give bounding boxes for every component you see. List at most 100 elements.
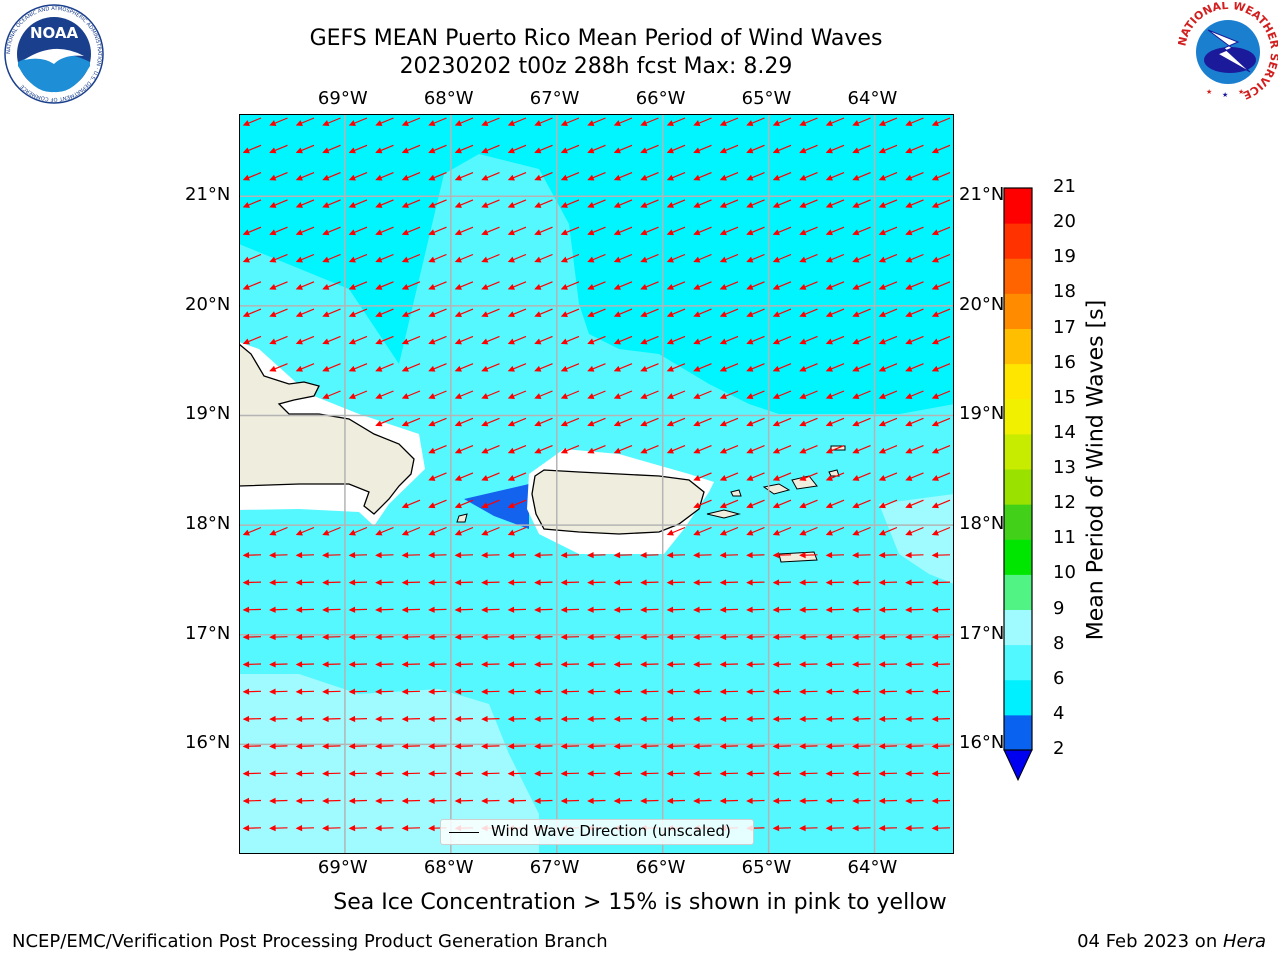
wind-arrow-head-404 bbox=[719, 552, 727, 559]
wind-arrow-head-14 bbox=[613, 120, 621, 126]
wind-arrow-head-602 bbox=[242, 770, 250, 777]
wind-arrow-head-387 bbox=[269, 552, 276, 559]
wind-arrow-head-572 bbox=[878, 715, 886, 723]
wind-arrow-head-333 bbox=[905, 447, 913, 454]
wind-arrow-head-220 bbox=[348, 338, 356, 345]
colorbar-tick-10: 15 bbox=[1053, 386, 1076, 408]
wind-arrow-head-244 bbox=[295, 365, 303, 372]
wind-arrow-head-115 bbox=[428, 229, 436, 236]
wind-arrow-head-89 bbox=[454, 202, 462, 208]
wind-arrow-head-542 bbox=[799, 688, 806, 695]
wind-arrow-head-618 bbox=[666, 770, 674, 777]
wind-arrow-head-473 bbox=[401, 633, 409, 641]
wind-arrow-head-482 bbox=[640, 633, 647, 641]
wind-arrow-head-158 bbox=[852, 256, 860, 263]
puerto-rico-land bbox=[531, 469, 705, 535]
wind-arrow-head-567 bbox=[746, 715, 753, 723]
wind-arrow-head-93 bbox=[560, 202, 568, 208]
wind-arrow-head-490 bbox=[852, 633, 859, 641]
wind-arrow-head-595 bbox=[772, 743, 780, 750]
wind-arrow-head-339 bbox=[693, 475, 701, 481]
wind-arrow-head-486 bbox=[746, 633, 753, 641]
wind-arrow-head-512 bbox=[719, 661, 727, 668]
wind-arrow-head-183 bbox=[799, 283, 807, 290]
wind-arrow-head-524 bbox=[322, 688, 329, 695]
wind-arrow-head-434 bbox=[799, 579, 806, 586]
wind-arrow-head-650 bbox=[799, 797, 806, 804]
wind-arrow-head-212 bbox=[852, 311, 860, 318]
wind-arrow-head-610 bbox=[454, 770, 462, 777]
wind-arrow-head-430 bbox=[693, 579, 700, 586]
wind-arrow-head-455 bbox=[640, 606, 647, 613]
wind-arrow-head-412 bbox=[931, 552, 939, 559]
wind-arrow-head-229 bbox=[587, 338, 595, 345]
wind-arrow-head-278 bbox=[560, 393, 568, 399]
wind-arrow-head-537 bbox=[666, 688, 674, 695]
wind-arrow-head-585 bbox=[507, 743, 515, 750]
wind-arrow-head-559 bbox=[534, 715, 541, 723]
wind-arrow-head-0 bbox=[242, 120, 250, 126]
wind-arrow-head-429 bbox=[666, 579, 674, 586]
wind-arrow-head-247 bbox=[375, 365, 383, 372]
wind-arrow-head-130 bbox=[825, 229, 833, 236]
wind-arrow-head-284 bbox=[719, 393, 727, 399]
wind-arrow-head-437 bbox=[878, 579, 886, 586]
wind-arrow-head-353 bbox=[507, 502, 515, 509]
wind-arrow-head-274 bbox=[454, 393, 462, 399]
wind-arrow-head-263 bbox=[799, 365, 807, 372]
wind-arrow-head-469 bbox=[295, 633, 303, 641]
wind-arrow-head-461 bbox=[799, 606, 806, 613]
wind-arrow-head-335 bbox=[428, 475, 436, 481]
wind-arrow-head-579 bbox=[348, 743, 356, 750]
wind-wave-arrows bbox=[242, 117, 951, 832]
wind-arrow-head-394 bbox=[454, 552, 462, 559]
wind-arrow-head-223 bbox=[428, 338, 436, 345]
wind-arrow-head-260 bbox=[719, 365, 727, 372]
wind-arrow-head-306 bbox=[719, 420, 727, 427]
wind-arrow-head-31 bbox=[348, 147, 356, 154]
wind-arrow-head-630 bbox=[269, 797, 276, 804]
wind-arrow-head-624 bbox=[825, 770, 833, 777]
wind-arrow-head-643 bbox=[613, 797, 621, 804]
wind-arrow-head-613 bbox=[534, 770, 541, 777]
wind-arrow-head-209 bbox=[772, 311, 780, 318]
wind-arrow-head-149 bbox=[613, 256, 621, 263]
wind-arrow-head-617 bbox=[640, 770, 647, 777]
wind-arrow-head-583 bbox=[454, 743, 462, 750]
wind-arrow-head-293 bbox=[375, 420, 383, 427]
wind-arrow-head-379 bbox=[772, 529, 780, 536]
colorbar-segment-9 bbox=[1004, 398, 1032, 435]
wind-arrow-head-680 bbox=[878, 825, 886, 832]
wind-arrow-head-625 bbox=[852, 770, 859, 777]
chart-title-line1: GEFS MEAN Puerto Rico Mean Period of Win… bbox=[309, 26, 883, 51]
wind-arrow-head-614 bbox=[560, 770, 568, 777]
wind-arrow-head-397 bbox=[534, 552, 541, 559]
wind-arrow-head-570 bbox=[825, 715, 833, 723]
wind-arrow-head-210 bbox=[799, 311, 807, 318]
wind-arrow-head-127 bbox=[746, 229, 754, 236]
wind-arrow-head-342 bbox=[772, 475, 780, 481]
colorbar-tick-15: 20 bbox=[1053, 211, 1076, 233]
colorbar-tick-3: 8 bbox=[1053, 632, 1065, 654]
mona-island bbox=[456, 513, 468, 523]
wind-arrow-head-575 bbox=[242, 743, 250, 750]
wind-arrow-head-552 bbox=[348, 715, 356, 723]
wind-arrow-head-596 bbox=[799, 743, 806, 750]
wind-arrow-head-626 bbox=[878, 770, 886, 777]
wind-arrow-head-475 bbox=[454, 633, 462, 641]
wind-arrow-head-280 bbox=[613, 393, 621, 399]
wind-arrow-head-507 bbox=[587, 661, 594, 668]
wind-arrow-head-95 bbox=[613, 202, 621, 208]
wind-arrow-head-363 bbox=[931, 502, 939, 509]
wind-arrow-head-544 bbox=[852, 688, 859, 695]
wind-arrow-head-231 bbox=[640, 338, 648, 345]
st-croix-island bbox=[778, 551, 818, 563]
wind-arrow-head-266 bbox=[878, 365, 886, 372]
wind-arrow-head-272 bbox=[401, 393, 409, 399]
wind-arrow-head-201 bbox=[560, 311, 568, 318]
wind-arrow-head-398 bbox=[560, 552, 568, 559]
wind-arrow-head-267 bbox=[905, 365, 913, 372]
wind-arrow-head-144 bbox=[481, 256, 489, 263]
wind-arrow-head-13 bbox=[587, 120, 595, 126]
wind-arrow-head-540 bbox=[746, 688, 753, 695]
